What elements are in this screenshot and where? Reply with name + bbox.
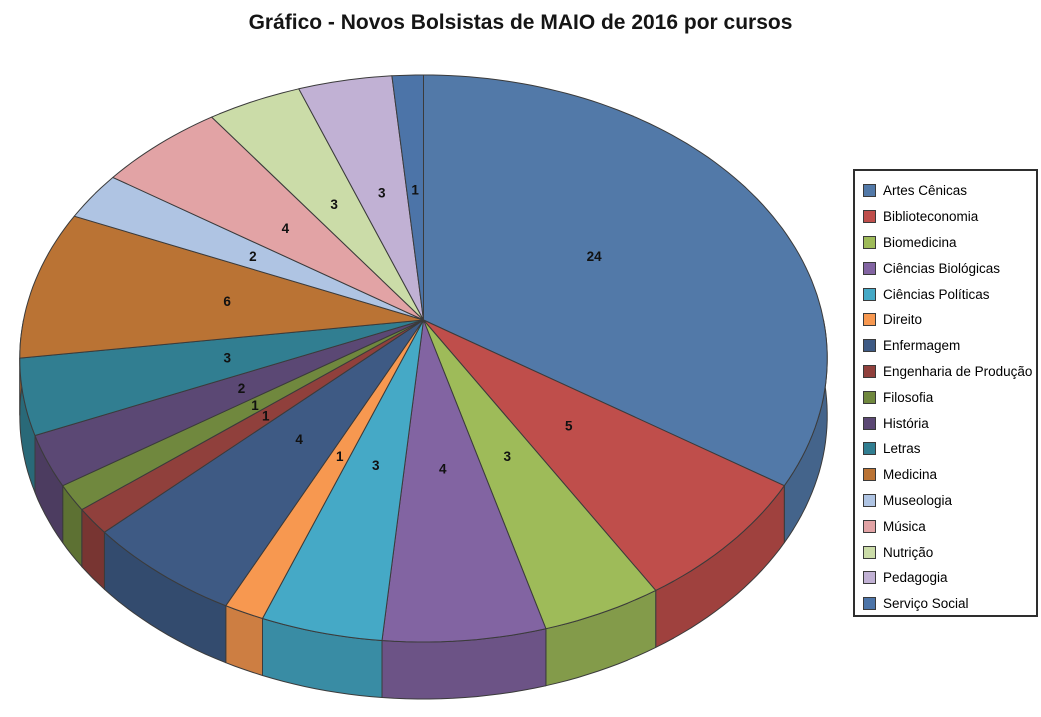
pie-value-label: 3 (378, 186, 386, 201)
pie-value-label: 1 (251, 398, 259, 413)
legend-label: Enfermagem (883, 338, 961, 354)
legend-label: Música (883, 518, 926, 534)
pie-slice (73, 176, 424, 321)
pie-slice (262, 319, 424, 641)
pie-slice (211, 88, 424, 321)
legend-swatch (863, 390, 876, 404)
legend-label: Engenharia de Produção (883, 363, 1033, 379)
pie-value-label: 5 (565, 419, 573, 434)
legend-item: Ciências Políticas (863, 281, 1036, 307)
pie-slice (19, 215, 424, 359)
legend-item: Biblioteconomia (863, 204, 1036, 230)
legend-swatch (863, 261, 876, 275)
legend-label: Pedagogia (883, 570, 948, 586)
legend-swatch (863, 339, 876, 353)
legend-item: Artes Cênicas (863, 178, 1036, 204)
legend-item: Filosofia (863, 384, 1036, 410)
pie-value-label: 3 (372, 458, 380, 473)
pie-value-label: 1 (411, 183, 419, 198)
legend-item: Ciências Biológicas (863, 255, 1036, 281)
legend-swatch (863, 597, 876, 611)
legend-swatch (863, 287, 876, 301)
pie-slice (423, 74, 828, 487)
legend-label: Medicina (883, 467, 938, 483)
pie-value-label: 3 (223, 350, 231, 365)
legend-label: Artes Cênicas (883, 183, 968, 199)
legend-label: Biomedicina (883, 234, 957, 250)
legend-item: Direito (863, 307, 1036, 333)
legend-item: Letras (863, 436, 1036, 462)
legend-item: Medicina (863, 462, 1036, 488)
pie-value-label: 2 (238, 381, 246, 396)
pie-slice (381, 319, 547, 643)
pie-value-label: 24 (587, 249, 603, 264)
legend-item: Nutrição (863, 539, 1036, 565)
legend-label: Serviço Social (883, 596, 969, 612)
pie-slice (423, 319, 657, 630)
legend-label: Museologia (883, 492, 953, 508)
legend-swatch (863, 313, 876, 327)
pie-value-label: 4 (439, 461, 447, 476)
legend-item: Engenharia de Produção (863, 359, 1036, 385)
pie-slice (298, 75, 424, 321)
pie-slice (423, 319, 785, 591)
legend-item: Serviço Social (863, 591, 1036, 617)
legend-item: História (863, 410, 1036, 436)
legend-swatch (863, 545, 876, 559)
pie-value-label: 4 (282, 221, 290, 236)
legend-item: Pedagogia (863, 565, 1036, 591)
pie-value-label: 3 (330, 197, 338, 212)
pie-value-label: 2 (249, 249, 257, 264)
legend-label: Nutrição (883, 544, 934, 560)
legend-swatch (863, 442, 876, 456)
legend-swatch (863, 468, 876, 482)
legend-label: Ciências Políticas (883, 286, 990, 302)
legend-item: Biomedicina (863, 230, 1036, 256)
pie-slice (34, 319, 424, 487)
pie-slice (112, 116, 424, 321)
legend-swatch (863, 210, 876, 224)
chart-title: Gráfico - Novos Bolsistas de MAIO de 201… (248, 11, 793, 34)
legend-item: Museologia (863, 488, 1036, 514)
pie-value-label: 4 (295, 432, 303, 447)
legend-label: Letras (883, 441, 921, 457)
legend-label: História (883, 415, 929, 431)
legend-label: Biblioteconomia (883, 209, 979, 225)
legend-swatch (863, 493, 876, 507)
legend-swatch (863, 184, 876, 198)
pie-slice (391, 74, 424, 321)
legend-swatch (863, 235, 876, 249)
pie-slice (103, 319, 424, 607)
pie-value-label: 1 (336, 449, 344, 464)
legend: Artes Cênicas Biblioteconomia Biomedicina C… (853, 169, 1038, 617)
legend-swatch (863, 571, 876, 585)
legend-label: Direito (883, 312, 923, 328)
pie-value-label: 1 (262, 409, 270, 424)
pie-value-label: 6 (223, 294, 231, 309)
legend-swatch (863, 416, 876, 430)
legend-label: Filosofia (883, 389, 934, 405)
legend-swatch (863, 364, 876, 378)
legend-label: Ciências Biológicas (883, 260, 1001, 276)
legend-item: Enfermagem (863, 333, 1036, 359)
pie-value-label: 3 (504, 449, 512, 464)
legend-item: Música (863, 513, 1036, 539)
legend-swatch (863, 519, 876, 533)
